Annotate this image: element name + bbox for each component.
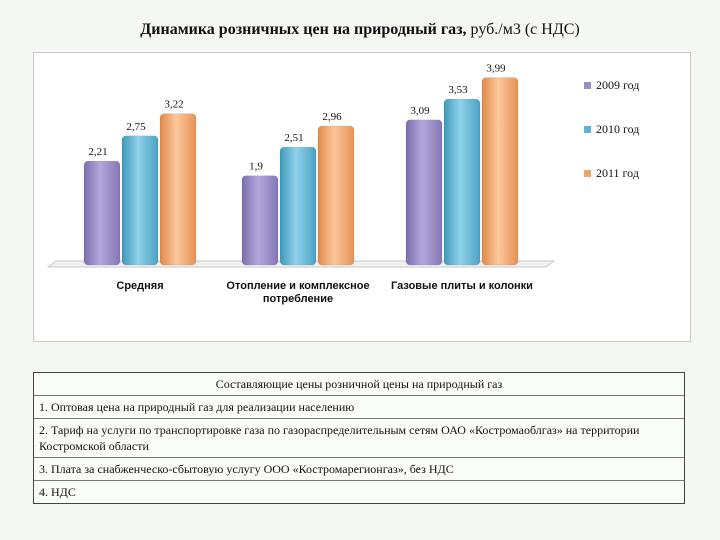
page-title: Динамика розничных цен на природный газ,… bbox=[0, 20, 720, 40]
bar-2-2 bbox=[279, 146, 317, 266]
legend-swatch-3 bbox=[584, 170, 591, 177]
value-label-1-3: 3,09 bbox=[410, 105, 430, 117]
bar-3-2 bbox=[317, 125, 355, 266]
bar-2-1 bbox=[121, 135, 159, 266]
bar-3-1 bbox=[159, 113, 197, 266]
value-label-2-1: 2,75 bbox=[126, 121, 146, 133]
legend-label-2: 2010 год bbox=[596, 122, 639, 136]
component-row-4: 4. НДС bbox=[39, 485, 76, 499]
value-label-3-1: 3,22 bbox=[164, 99, 183, 111]
chart-frame: 2,21 1,9 3,09 2,75 2,51 3,53 3,22 2,96 3,99 Сред… bbox=[33, 52, 691, 342]
value-label-3-3: 3,99 bbox=[486, 63, 506, 75]
value-label-2-2: 2,51 bbox=[284, 132, 303, 144]
bar-1-2 bbox=[241, 175, 279, 266]
legend-label-1: 2009 год bbox=[596, 78, 639, 92]
value-label-1-1: 2,21 bbox=[88, 146, 107, 158]
category-label-1: Средняя bbox=[116, 280, 163, 292]
title-rest: руб./м3 (с НДС) bbox=[466, 21, 580, 38]
component-row-2: 2. Тариф на услуги по транспортировке га… bbox=[34, 419, 684, 458]
bar-1-3 bbox=[405, 119, 443, 266]
legend-swatch-2 bbox=[584, 126, 591, 133]
category-label-3: Газовые плиты и колонки bbox=[391, 280, 533, 292]
legend-label-3: 2011 год bbox=[596, 166, 639, 180]
value-label-3-2: 2,96 bbox=[322, 111, 342, 123]
price-components-table: Составляющие цены розничной цены на прир… bbox=[33, 372, 685, 504]
bar-2-3 bbox=[443, 98, 481, 266]
legend-swatch-1 bbox=[584, 82, 591, 89]
component-row-1: 1. Оптовая цена на природный газ для реа… bbox=[34, 396, 684, 419]
value-label-1-2: 1,9 bbox=[249, 161, 263, 173]
value-label-2-3: 3,53 bbox=[448, 84, 468, 96]
component-row-3: 3. Плата за снабженческо-сбытовую услугу… bbox=[34, 458, 684, 481]
bar-1-1 bbox=[83, 160, 121, 266]
components-header: Составляющие цены розничной цены на прир… bbox=[34, 373, 684, 396]
bar-chart: 2,21 1,9 3,09 2,75 2,51 3,53 3,22 2,96 3,99 Сред… bbox=[46, 63, 639, 305]
title-bold: Динамика розничных цен на природный газ, bbox=[140, 21, 467, 38]
bar-3-3 bbox=[481, 77, 519, 266]
category-label-2: Отопление и комплексное потребление bbox=[226, 280, 369, 305]
